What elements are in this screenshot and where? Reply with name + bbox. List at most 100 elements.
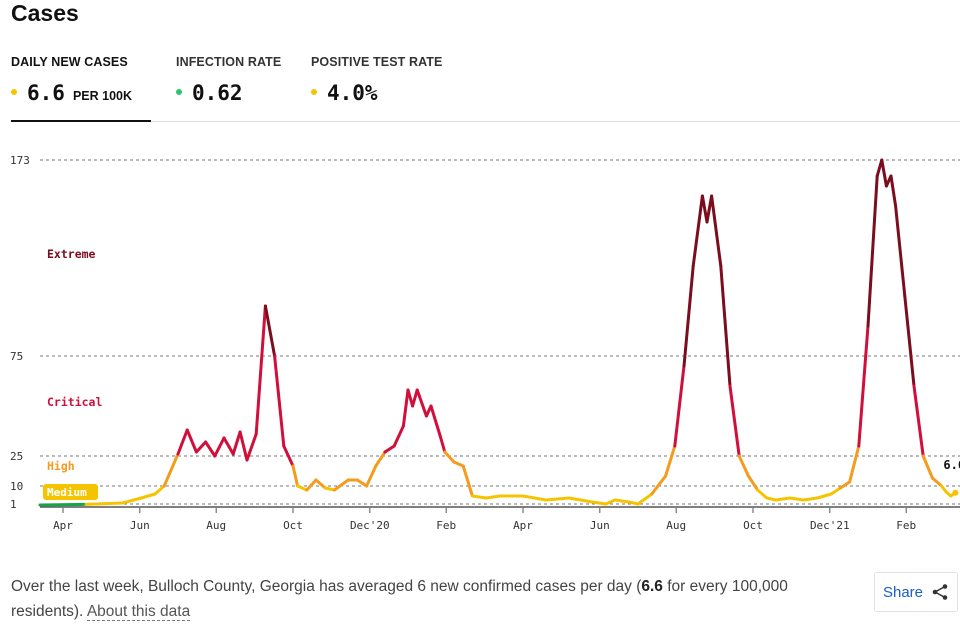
- tab-daily-new-cases[interactable]: DAILY NEW CASES 6.6 PER 100K: [11, 55, 151, 122]
- series-segment: [305, 478, 318, 492]
- series-segment: [231, 430, 242, 456]
- series-segment: [746, 474, 760, 492]
- tab-label: POSITIVE TEST RATE: [311, 55, 443, 69]
- y-tick-label: 10: [10, 480, 23, 493]
- series-segment: [613, 498, 631, 504]
- series-segment: [263, 304, 277, 358]
- series-segment: [765, 496, 778, 502]
- y-tick-label: 173: [10, 154, 30, 167]
- series-segment: [636, 492, 654, 506]
- series-segment: [691, 194, 704, 268]
- last-value-label: 6.6: [943, 458, 960, 472]
- series-segment: [194, 440, 208, 454]
- series-segment: [544, 496, 571, 502]
- series-segment: [880, 158, 888, 188]
- series-segment: [788, 496, 806, 502]
- series-segment: [921, 454, 934, 480]
- series-segment: [374, 450, 387, 468]
- tab-label: INFECTION RATE: [176, 55, 282, 69]
- metric-value: 0.62: [192, 81, 243, 105]
- series-segment: [590, 500, 608, 506]
- series-segment: [254, 304, 267, 436]
- share-label: Share: [882, 583, 924, 601]
- series-segment: [912, 384, 925, 458]
- x-tick-label: Feb: [436, 519, 456, 532]
- series-segment: [411, 388, 419, 408]
- series-segment: [139, 492, 157, 500]
- x-tick-label: Feb: [896, 519, 916, 532]
- x-tick-label: Oct: [743, 519, 763, 532]
- x-tick-label: Aug: [666, 519, 686, 532]
- series-segment: [774, 496, 792, 502]
- series-segment: [567, 496, 594, 504]
- metric-value: 6.6: [27, 81, 65, 105]
- series-segment: [737, 454, 750, 478]
- metric-value: 4.0%: [327, 81, 378, 105]
- series-segment: [627, 500, 640, 506]
- series-segment: [392, 424, 405, 448]
- status-dot: [311, 89, 317, 95]
- series-segment: [238, 430, 249, 462]
- x-tick-label: Apr: [53, 519, 73, 532]
- tab-positive-test-rate[interactable]: POSITIVE TEST RATE 4.0%: [311, 55, 461, 120]
- series-segment: [829, 486, 842, 496]
- series-segment: [710, 194, 723, 268]
- summary-prefix: Over the last week, Bulloch County, Geor…: [11, 578, 642, 595]
- series-segment: [38, 502, 88, 507]
- series-segment: [415, 388, 428, 418]
- zone-badge: [43, 484, 98, 500]
- series-segment: [894, 204, 907, 298]
- section-title: Cases: [11, 0, 79, 26]
- series-segment: [282, 444, 295, 468]
- series-segment: [84, 501, 125, 506]
- series-segment: [452, 460, 465, 468]
- series-segment: [470, 494, 488, 500]
- status-dot: [11, 89, 17, 95]
- series-segment: [889, 174, 898, 208]
- series-segment: [222, 436, 235, 456]
- series-segment: [443, 450, 456, 464]
- x-tick-label: Apr: [513, 519, 533, 532]
- summary-text: Over the last week, Bulloch County, Geor…: [11, 574, 811, 624]
- series-segment: [314, 478, 327, 490]
- series-segment: [355, 478, 369, 488]
- about-data-link[interactable]: About this data: [86, 603, 191, 621]
- share-icon: [932, 584, 948, 600]
- series-segment: [604, 498, 617, 506]
- series-segment: [650, 474, 668, 496]
- series-segment: [802, 496, 819, 502]
- series-segment: [664, 444, 677, 478]
- x-tick-label: Oct: [283, 519, 303, 532]
- series-segment: [121, 496, 143, 505]
- series-segment: [815, 492, 833, 500]
- series-segment: [213, 436, 226, 458]
- series-segment: [484, 494, 502, 500]
- metric-unit: PER 100K: [72, 89, 132, 103]
- series-segment: [848, 444, 861, 484]
- series-segment: [383, 444, 396, 454]
- share-button[interactable]: Share: [874, 572, 958, 612]
- x-tick-label: Jun: [130, 519, 150, 532]
- series-segment: [673, 364, 686, 448]
- zone-label: Extreme: [47, 247, 96, 261]
- series-segment: [401, 388, 410, 428]
- series-segment: [245, 432, 258, 462]
- tab-infection-rate[interactable]: INFECTION RATE 0.62: [176, 55, 296, 120]
- y-tick-label: 25: [10, 450, 23, 463]
- series-segment: [930, 476, 944, 488]
- series-segment: [719, 264, 732, 388]
- y-tick-label: 75: [10, 350, 23, 363]
- last-point: [952, 489, 959, 496]
- series-segment: [521, 494, 548, 502]
- series-segment: [365, 464, 378, 488]
- status-dot: [176, 89, 182, 95]
- series-segment: [273, 354, 286, 448]
- series-segment: [332, 478, 350, 492]
- x-tick-label: Jun: [590, 519, 610, 532]
- series-segment: [728, 384, 741, 458]
- zone-label: Medium: [47, 486, 87, 499]
- summary-suffix: for every 100,000 residents).: [11, 578, 788, 620]
- series-segment: [461, 464, 474, 498]
- x-tick-label: Aug: [206, 519, 226, 532]
- metric-tabs: DAILY NEW CASES 6.6 PER 100K INFECTION R…: [11, 55, 960, 122]
